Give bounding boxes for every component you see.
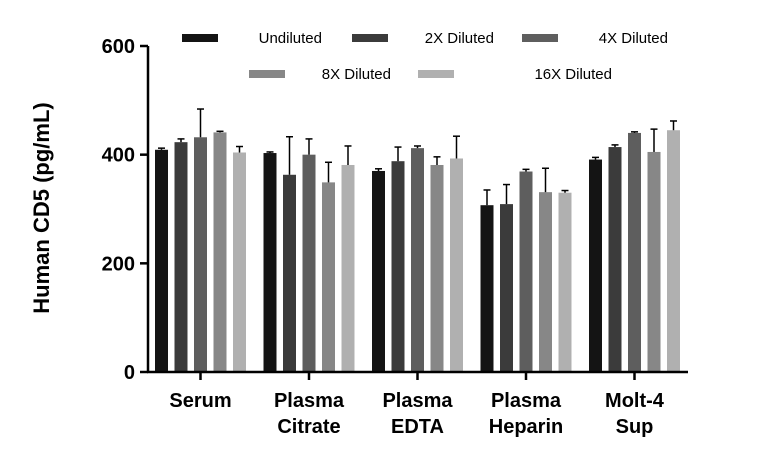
bar [283,174,296,372]
bar [263,153,277,372]
x-tick-label: Molt-4 [605,390,665,412]
x-tick-label: EDTA [391,416,444,438]
bar [430,164,444,372]
bar [213,132,227,372]
bar [155,149,168,372]
bar [341,164,355,372]
x-tick-label: Plasma [491,390,562,412]
y-tick-label: 600 [102,36,135,58]
bar [608,147,622,372]
x-tick-label: Serum [169,390,231,412]
legend-swatch [249,70,285,78]
bar [628,132,641,372]
x-tick-label: Plasma [382,390,453,412]
y-tick-label: 200 [102,253,135,275]
bar [233,152,246,372]
bar [411,148,424,372]
bar [194,137,207,372]
legend-swatch [522,34,558,42]
legend-label: 2X Diluted [425,30,494,47]
legend-label: 8X Diluted [322,66,391,83]
x-tick-label: Heparin [489,416,563,438]
bar [500,204,513,372]
bar [647,151,661,372]
bar [450,158,463,372]
bar [302,154,316,372]
bars [155,108,680,372]
legend-swatch [418,70,454,78]
legend-label: Undiluted [259,30,322,47]
y-axis-title: Human CD5 (pg/mL) [29,102,54,313]
legend-label: 4X Diluted [599,30,668,47]
y-tick-label: 400 [102,145,135,167]
bar [558,192,572,372]
bar [519,171,533,372]
bar [480,205,494,372]
x-tick-label: Sup [616,416,654,438]
bar [539,192,552,372]
x-tick-label: Citrate [277,416,340,438]
bar [391,161,405,372]
axes: 0 200 400 600 Serum Plasma Citrate Plasma EDTA Pl… [102,36,688,438]
bar [372,170,385,372]
bar [667,130,680,372]
y-tick-label: 0 [124,362,135,384]
legend-swatch [352,34,388,42]
legend-label: 16X Diluted [534,66,612,83]
bar [174,142,188,372]
legend: Undiluted 2X Diluted 4X Diluted 8X Diluted 1… [182,30,668,83]
bar [589,159,602,372]
legend-swatch [182,34,218,42]
bar [322,182,335,372]
x-tick-label: Plasma [274,390,345,412]
